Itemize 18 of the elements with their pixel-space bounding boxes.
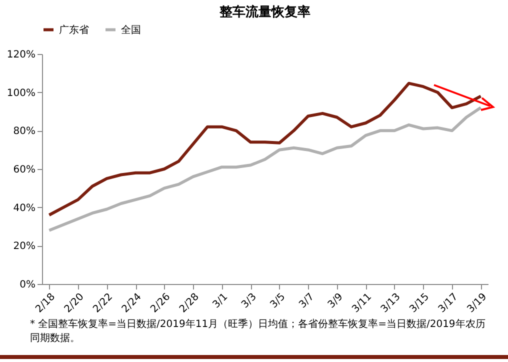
line-series: [48, 82, 482, 216]
y-tick-label: 60%: [13, 164, 36, 176]
y-tick-label: 80%: [13, 126, 36, 138]
x-tick-label: 3/7: [297, 292, 316, 311]
chart-title: 整车流量恢复率: [218, 4, 310, 20]
legend-label: 广东省: [59, 24, 89, 36]
line-series: [48, 106, 482, 232]
x-tick-label: 3/9: [326, 292, 346, 311]
y-tick-label: 20%: [13, 241, 36, 252]
y-tick-label: 100%: [6, 88, 36, 99]
text: * 全国整车恢复率=当日数据/2019年11月（旺季）日均值；各省份整车恢复率=当日数据/2019年农历同期数据。: [30, 318, 486, 346]
x-tick-label: 3/1: [210, 292, 230, 311]
y-tick-label: 0%: [20, 280, 36, 290]
y-tick-label: 120%: [6, 50, 36, 60]
x-tick-label: 3/3: [240, 292, 259, 311]
x-tick-label: 3/5: [268, 292, 288, 311]
legend-label: 全国: [121, 24, 141, 36]
y-tick-label: 40%: [13, 202, 36, 214]
